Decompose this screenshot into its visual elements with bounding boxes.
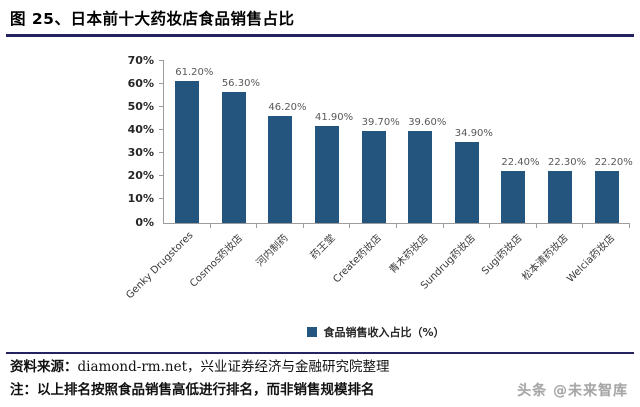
source-line: 资料来源：diamond-rm.net，兴业证券经济与金融研究院整理 xyxy=(6,358,634,377)
bar-slot: 39.70% Create药妆店 xyxy=(332,61,400,285)
chart-legend: 食品销售收入占比（%） xyxy=(118,324,634,340)
note-row: 注：以上排名按照食品销售高低进行排名，而非销售规模排名 头条 @未来智库 xyxy=(6,380,634,400)
bar-6 xyxy=(408,130,433,223)
bar-8 xyxy=(501,170,526,223)
bar-slot: 22.20% Welcia药妆店 xyxy=(565,61,633,284)
bar-10 xyxy=(594,171,619,223)
bar-slot: 34.90% Sundrug药妆店 xyxy=(419,61,493,291)
y-axis-tick-label: 0% xyxy=(135,215,154,229)
bar-slot: 39.60% 青木药妆店 xyxy=(388,61,447,276)
bar-chart: 0% 10% 20% 30% 40% 50% 60% 70% 61.20% Genky Drug… xyxy=(118,54,634,301)
bar-slot: 22.40% Sugi药妆店 xyxy=(480,61,540,277)
legend-label: 食品销售收入占比（%） xyxy=(323,325,445,339)
y-axis-tick-mark xyxy=(159,198,164,200)
y-axis-tick-label: 60% xyxy=(127,76,154,90)
figure-title: 图 25、日本前十大药妆店食品销售占比 xyxy=(10,10,295,28)
title-divider xyxy=(6,34,634,37)
bar-3 xyxy=(268,115,293,223)
bar-slot: 46.20% 河内制药 xyxy=(255,61,307,269)
bar-slot: 56.30% Cosmos药妆店 xyxy=(188,61,260,289)
bar-7 xyxy=(454,141,479,223)
y-axis-tick-mark xyxy=(159,105,164,107)
bar-5 xyxy=(361,130,386,223)
x-axis-label: 药王堂 xyxy=(308,232,338,262)
bar-value-label: 22.20% xyxy=(594,157,633,169)
bar-slot: 41.90% 药王堂 xyxy=(304,61,354,262)
bar-value-label: 46.20% xyxy=(268,101,307,113)
source-text: diamond-rm.net，兴业证券经济与金融研究院整理 xyxy=(77,358,390,375)
y-axis-tick-label: 70% xyxy=(127,53,154,67)
figure-footer: 资料来源：diamond-rm.net，兴业证券经济与金融研究院整理 注：以上排… xyxy=(6,358,634,400)
x-axis-label: Welcia药妆店 xyxy=(565,232,618,285)
y-axis-tick-label: 30% xyxy=(127,146,154,160)
bar-value-label: 39.70% xyxy=(361,116,400,128)
y-axis-tick-label: 50% xyxy=(127,99,154,113)
plot-area: 61.20% Genky Drugstores 56.30% Cosmos药妆店 46.… xyxy=(124,59,633,301)
bar-value-label: 61.20% xyxy=(175,66,214,78)
watermark: 头条 @未来智库 xyxy=(517,382,628,399)
bar-value-label: 22.40% xyxy=(501,156,540,168)
bar-4 xyxy=(315,125,340,223)
y-axis-tick-label: 40% xyxy=(127,122,154,136)
y-axis-tick-mark xyxy=(159,82,164,84)
y-axis: 0% 10% 20% 30% 40% 50% 60% 70% xyxy=(118,54,158,228)
y-axis-tick-mark xyxy=(159,175,164,177)
y-axis-tick-mark xyxy=(159,59,164,61)
bar-value-label: 34.90% xyxy=(454,127,493,139)
bar-1 xyxy=(175,80,200,223)
y-axis-tick-mark xyxy=(159,152,164,154)
bar-2 xyxy=(221,92,246,223)
bar-value-label: 56.30% xyxy=(221,78,260,90)
bar-value-label: 39.60% xyxy=(408,116,447,128)
x-axis-label: Create药妆店 xyxy=(331,232,385,285)
y-axis-tick-label: 10% xyxy=(127,192,154,206)
y-axis-tick-label: 20% xyxy=(127,169,154,183)
legend-swatch-icon xyxy=(307,326,318,337)
x-axis-label: Genky Drugstores xyxy=(123,229,196,301)
x-axis-label: Sugi药妆店 xyxy=(479,232,525,277)
y-axis-tick-mark xyxy=(159,128,164,130)
x-axis-label: 青木药妆店 xyxy=(387,232,431,276)
bar-value-label: 22.30% xyxy=(547,156,587,168)
source-label: 资料来源： xyxy=(10,358,78,375)
bar-9 xyxy=(548,170,573,223)
bar-slot: 22.30% 松本清药妆店 xyxy=(520,61,587,283)
bar-value-label: 41.90% xyxy=(315,111,354,123)
note-line: 注：以上排名按照食品销售高低进行排名，而非销售规模排名 xyxy=(10,381,375,398)
x-axis-label: 河内制药 xyxy=(255,232,292,269)
bar-slot: 61.20% Genky Drugstores xyxy=(124,61,214,301)
footer-divider xyxy=(6,351,634,354)
